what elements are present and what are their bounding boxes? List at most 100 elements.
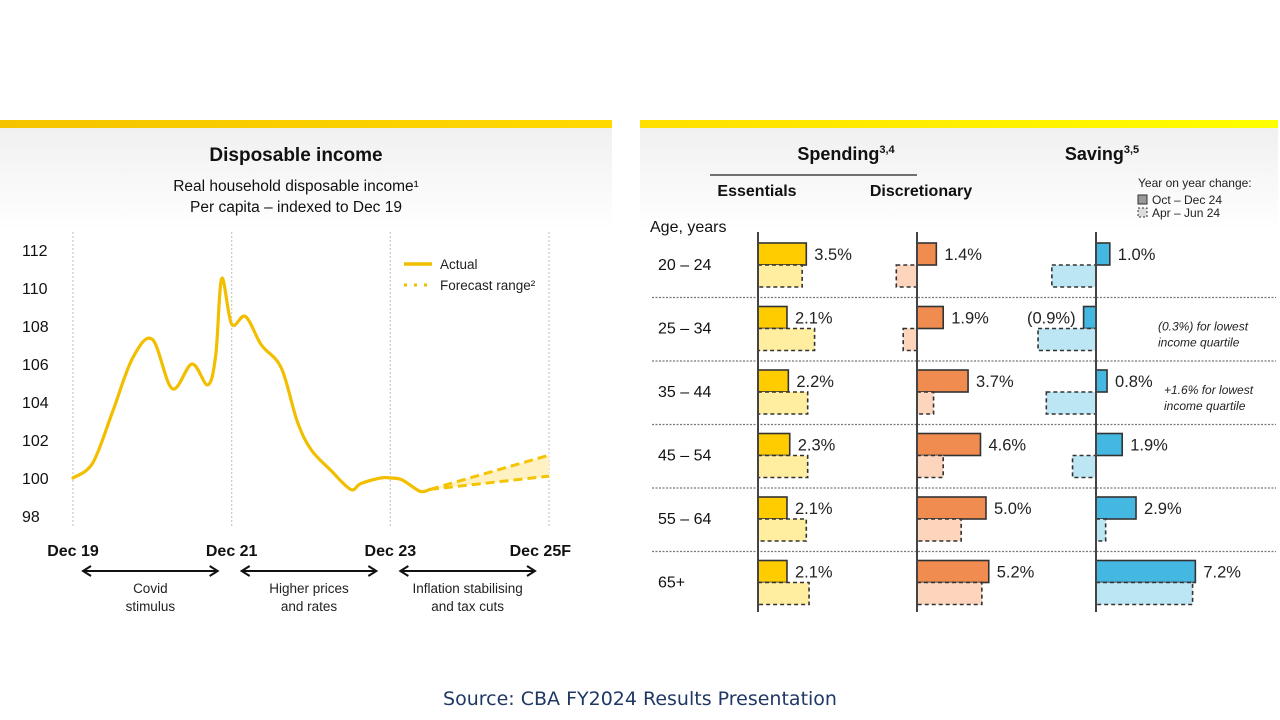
bar-value-label: 1.4%	[944, 246, 982, 264]
lowest-quartile-note: (0.3%) for lowest	[1158, 320, 1249, 334]
discretionary-bar-prior	[916, 454, 945, 479]
bar-value-label: 5.0%	[994, 500, 1032, 518]
legend-apr-jun-label: Apr – Jun 24	[1152, 206, 1220, 220]
essentials-bar-prior	[757, 327, 816, 352]
discretionary-bar-current	[916, 432, 982, 457]
essentials-bar-prior	[757, 391, 809, 415]
disposable-income-chart: Disposable income Real household disposa…	[22, 145, 572, 614]
saving-bar-current	[1095, 242, 1111, 266]
period-annotation: Inflation stabilising and tax cuts	[398, 565, 537, 614]
chart-subtitle-2: Per capita – indexed to Dec 19	[190, 199, 402, 216]
essentials-header: Essentials	[717, 183, 796, 200]
source-caption: Source: CBA FY2024 Results Presentation	[443, 688, 837, 710]
arrow-left-icon	[81, 565, 92, 577]
essentials-bar-current	[757, 369, 790, 393]
bar-value-label: 2.9%	[1144, 500, 1182, 518]
y-tick-label: 98	[22, 509, 40, 526]
forecast-lower-line	[429, 474, 550, 491]
spending-saving-chart: Spending3,4 Saving3,5 Essentials Discret…	[650, 144, 1276, 612]
chart-title: Disposable income	[209, 145, 382, 166]
saving-bar-prior	[1037, 327, 1097, 352]
saving-bar-prior	[1095, 581, 1194, 606]
lowest-quartile-note: income quartile	[1158, 336, 1240, 350]
age-axis-label: Age, years	[650, 219, 726, 236]
age-group-label: 25 – 34	[658, 321, 711, 338]
discretionary-bar-prior	[895, 264, 918, 288]
bar-value-label: 2.1%	[795, 310, 833, 328]
bar-value-label: 7.2%	[1203, 564, 1241, 582]
bar-value-label: 1.9%	[951, 310, 989, 328]
discretionary-bar-prior	[916, 581, 983, 606]
essentials-bar-current	[757, 559, 788, 584]
essentials-bar-prior	[757, 581, 810, 606]
bar-value-label: 4.6%	[988, 437, 1026, 455]
legend-dashed-swatch	[1137, 207, 1148, 218]
discretionary-bar-current	[916, 496, 987, 520]
annotation-label: Inflation stabilising	[413, 581, 523, 596]
discretionary-bar-current	[916, 369, 969, 393]
discretionary-bar-prior	[916, 518, 962, 542]
arrow-right-icon	[367, 565, 379, 577]
annotation-label: Higher prices	[269, 581, 349, 596]
legend-title: Year on year change:	[1138, 176, 1252, 190]
bar-value-label: (0.9%)	[1027, 310, 1076, 328]
forecast-upper-line	[429, 453, 550, 491]
discretionary-header: Discretionary	[870, 183, 972, 200]
y-tick-label: 104	[22, 395, 49, 412]
discretionary-bar-current	[916, 559, 990, 584]
accent-bar-right	[640, 120, 1278, 128]
legend: Year on year change: Oct – Dec 24 Apr – …	[1137, 176, 1252, 220]
legend-oct-dec-label: Oct – Dec 24	[1152, 193, 1222, 207]
bar-value-label: 3.5%	[814, 246, 852, 264]
saving-bar-current	[1095, 432, 1124, 457]
arrow-left-icon	[239, 565, 251, 577]
essentials-bar-current	[757, 496, 788, 520]
arrow-left-icon	[398, 565, 409, 577]
saving-bar-current	[1095, 369, 1108, 393]
lowest-quartile-note: income quartile	[1164, 399, 1246, 413]
bar-value-label: 2.1%	[795, 500, 833, 518]
lowest-quartile-note: +1.6% for lowest	[1164, 383, 1254, 397]
saving-bar-current	[1082, 305, 1097, 330]
bar-value-label: 2.1%	[795, 564, 833, 582]
x-tick-label: Dec 25F	[510, 543, 572, 560]
saving-bar-prior	[1071, 454, 1097, 479]
legend-actual-label: Actual	[440, 257, 478, 272]
period-annotation: Higher prices and rates	[239, 565, 379, 614]
legend: Actual Forecast range²	[404, 257, 536, 293]
age-group-label: 20 – 24	[658, 257, 711, 274]
saving-bar-prior	[1095, 518, 1107, 542]
accent-bar-left	[0, 120, 612, 128]
bar-value-label: 1.9%	[1130, 437, 1168, 455]
age-group-label: 55 – 64	[658, 511, 711, 528]
discretionary-bar-current	[916, 305, 945, 330]
y-tick-label: 100	[22, 471, 49, 488]
bar-value-label: 2.2%	[796, 373, 834, 391]
saving-bar-prior	[1045, 391, 1097, 415]
y-tick-label: 106	[22, 357, 49, 374]
discretionary-bar-prior	[902, 327, 918, 352]
x-tick-label: Dec 23	[365, 543, 417, 560]
essentials-bar-prior	[757, 518, 808, 542]
bar-value-label: 5.2%	[997, 564, 1035, 582]
arrow-right-icon	[526, 565, 537, 577]
y-tick-label: 110	[22, 281, 48, 298]
period-annotation: Covid stimulus	[81, 565, 220, 614]
age-group-label: 45 – 54	[658, 448, 711, 465]
discretionary-bar-prior	[916, 391, 935, 415]
actual-line	[71, 276, 432, 494]
essentials-bar-prior	[757, 264, 803, 288]
chart-subtitle-1: Real household disposable income¹	[173, 178, 419, 195]
disposable-income-panel	[0, 120, 612, 640]
legend-solid-swatch	[1137, 194, 1148, 205]
saving-bar-prior	[1051, 264, 1097, 288]
y-tick-label: 112	[22, 243, 48, 260]
annotation-label: Covid	[133, 581, 168, 596]
bar-value-label: 0.8%	[1115, 373, 1153, 391]
bar-value-label: 3.7%	[976, 373, 1014, 391]
bar-value-label: 2.3%	[798, 437, 836, 455]
essentials-bar-current	[757, 242, 808, 266]
annotation-label: and tax cuts	[431, 599, 504, 614]
bar-value-label: 1.0%	[1118, 246, 1156, 264]
essentials-bar-current	[757, 305, 788, 330]
